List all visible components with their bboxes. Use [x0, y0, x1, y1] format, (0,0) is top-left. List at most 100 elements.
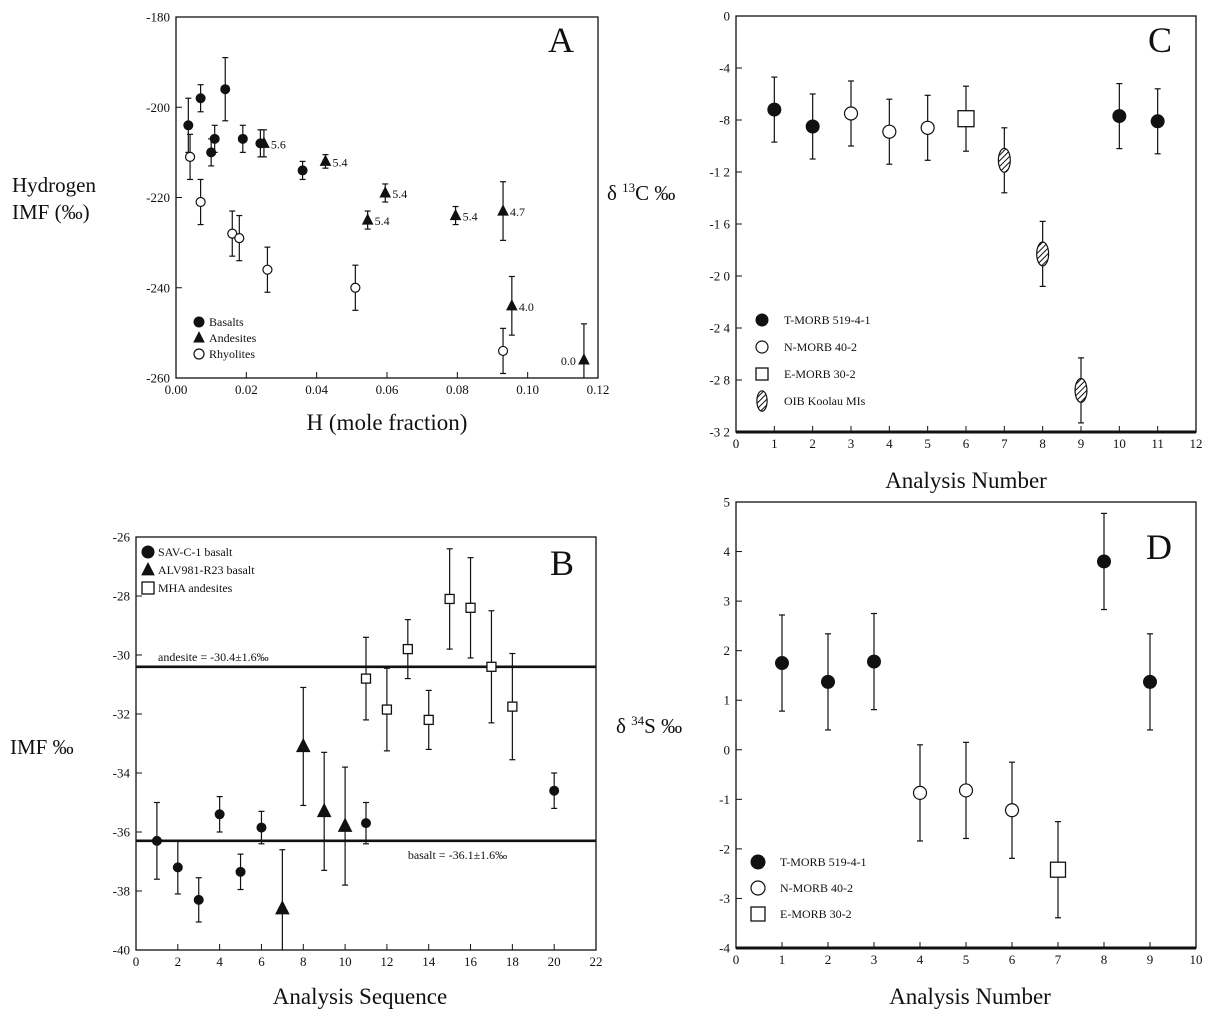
- y-tick-label: -4: [719, 61, 730, 76]
- x-tick-label: 0: [133, 954, 140, 969]
- x-tick-label: 1: [771, 436, 778, 451]
- data-point: [1097, 554, 1111, 569]
- x-tick-label: 4: [216, 954, 223, 969]
- data-point: [361, 818, 371, 829]
- data-point: [1150, 114, 1165, 129]
- data-point: [1074, 377, 1088, 403]
- data-point: [920, 120, 935, 135]
- y-tick-label: -38: [113, 884, 130, 899]
- panel-letter: A: [548, 20, 574, 60]
- data-point: [234, 233, 245, 244]
- data-point: [337, 817, 353, 832]
- data-point: [195, 93, 206, 104]
- data-point: [379, 186, 392, 198]
- x-axis-label: Analysis Number: [885, 468, 1047, 493]
- y-axis-label: δ 13C ‰: [607, 180, 675, 205]
- y-tick-label: 2: [724, 643, 731, 658]
- data-point: [957, 110, 975, 128]
- data-point: [193, 894, 204, 905]
- data-point: [235, 866, 246, 877]
- y-tick-label: -34: [113, 766, 131, 781]
- data-point: [297, 165, 308, 176]
- legend-label: Andesites: [209, 331, 257, 345]
- y-tick-label: -3 2: [709, 425, 730, 440]
- x-tick-label: 0.04: [305, 382, 328, 397]
- data-point: [172, 862, 183, 873]
- x-tick-label: 0.00: [165, 382, 188, 397]
- data-point: [912, 785, 928, 800]
- data-point: [958, 783, 974, 798]
- y-tick-label: -3: [719, 891, 730, 906]
- legend-marker: [750, 854, 766, 870]
- data-point: [423, 714, 434, 726]
- legend-marker: [755, 340, 769, 354]
- y-tick-label: 0: [724, 742, 731, 757]
- data-point: [262, 264, 273, 275]
- data-point: [506, 298, 518, 311]
- legend-label: SAV-C-1 basalt: [158, 545, 233, 559]
- y-axis-label: Hydrogen: [12, 173, 96, 197]
- data-point: [444, 593, 455, 605]
- x-tick-label: 0: [733, 952, 740, 967]
- x-tick-label: 6: [1009, 952, 1016, 967]
- x-tick-label: 5: [924, 436, 931, 451]
- data-point: [220, 84, 231, 95]
- y-tick-label: 1: [724, 693, 731, 708]
- legend-marker: [755, 313, 769, 327]
- x-tick-label: 16: [464, 954, 478, 969]
- data-point: [486, 661, 497, 672]
- x-tick-label: 6: [963, 436, 970, 451]
- legend-label: T-MORB 519-4-1: [780, 855, 867, 869]
- data-point: [350, 282, 361, 293]
- point-annotation: 0.0: [561, 354, 576, 368]
- y-tick-label: -1 2: [709, 165, 730, 180]
- x-tick-label: 3: [848, 436, 855, 451]
- data-point: [805, 119, 820, 134]
- legend-label: T-MORB 519-4-1: [784, 313, 871, 327]
- y-tick-label: -2: [719, 841, 730, 856]
- y-tick-label: -200: [146, 100, 170, 115]
- x-tick-label: 2: [825, 952, 832, 967]
- data-point: [843, 106, 859, 121]
- point-annotation: 5.4: [463, 210, 478, 224]
- legend-label: E-MORB 30-2: [780, 907, 852, 921]
- panel-a-chart: 0.00 0.02 0.04 0.06 0.08 0.10 0.12 -260 -240 -220…: [12, 10, 609, 436]
- legend-marker: [193, 331, 205, 343]
- y-axis-label: δ 34S ‰: [616, 713, 682, 738]
- x-tick-label: 0.06: [376, 382, 399, 397]
- x-tick-label: 10: [1190, 952, 1203, 967]
- data-point: [237, 133, 248, 144]
- data-point: [195, 196, 206, 208]
- data-point: [360, 673, 372, 684]
- reference-line-label: basalt = -36.1±1.6‰: [408, 848, 507, 862]
- legend-label: ALV981-R23 basalt: [158, 563, 255, 577]
- data-point: [184, 151, 196, 162]
- legend-label: Rhyolites: [209, 347, 255, 361]
- point-annotation: 4.0: [519, 300, 534, 314]
- legend: SAV-C-1 basalt ALV981-R23 basalt MHA andes…: [141, 545, 255, 595]
- y-tick-label: -2 4: [709, 321, 730, 336]
- data-point: [465, 602, 476, 613]
- legend-label: E-MORB 30-2: [784, 367, 856, 381]
- data-point: [449, 208, 462, 221]
- x-tick-label: 0.08: [446, 382, 469, 397]
- x-tick-label: 3: [871, 952, 878, 967]
- data-point: [295, 737, 311, 753]
- legend-marker: [750, 880, 766, 896]
- x-tick-label: 8: [1039, 436, 1046, 451]
- legend: T-MORB 519-4-1 N-MORB 40-2 E-MORB 30-2 OIB …: [755, 313, 871, 412]
- y-tick-label: -4: [719, 941, 730, 956]
- x-axis-label: H (mole fraction): [307, 410, 468, 435]
- y-tick-label: -220: [146, 190, 170, 205]
- legend-label: Basalts: [209, 315, 244, 329]
- plot-frame: [135, 536, 597, 951]
- legend-label: MHA andesites: [158, 581, 233, 595]
- x-tick-label: 2: [175, 954, 182, 969]
- data-point: [997, 147, 1011, 173]
- legend-marker: [141, 545, 155, 559]
- x-tick-label: 11: [1151, 436, 1164, 451]
- data-point: [767, 102, 782, 117]
- reference-line-label: andesite = -30.4±1.6‰: [158, 650, 269, 664]
- x-tick-label: 0.10: [516, 382, 539, 397]
- x-tick-label: 20: [548, 954, 561, 969]
